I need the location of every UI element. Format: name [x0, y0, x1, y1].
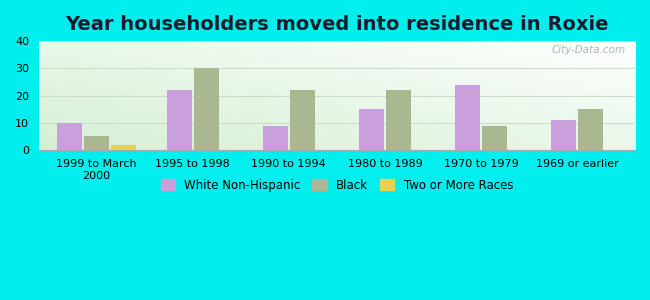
- Bar: [194, 68, 218, 150]
- Legend: White Non-Hispanic, Black, Two or More Races: White Non-Hispanic, Black, Two or More R…: [156, 174, 518, 197]
- Bar: [455, 85, 480, 150]
- Bar: [84, 136, 109, 150]
- Text: City-Data.com: City-Data.com: [552, 46, 626, 56]
- Bar: [263, 125, 288, 150]
- Bar: [482, 125, 507, 150]
- Bar: [290, 90, 315, 150]
- Bar: [578, 109, 603, 150]
- Title: Year householders moved into residence in Roxie: Year householders moved into residence i…: [65, 15, 608, 34]
- Bar: [111, 145, 136, 150]
- Bar: [359, 109, 384, 150]
- Bar: [386, 90, 411, 150]
- Bar: [57, 123, 82, 150]
- Bar: [167, 90, 192, 150]
- Bar: [551, 120, 577, 150]
